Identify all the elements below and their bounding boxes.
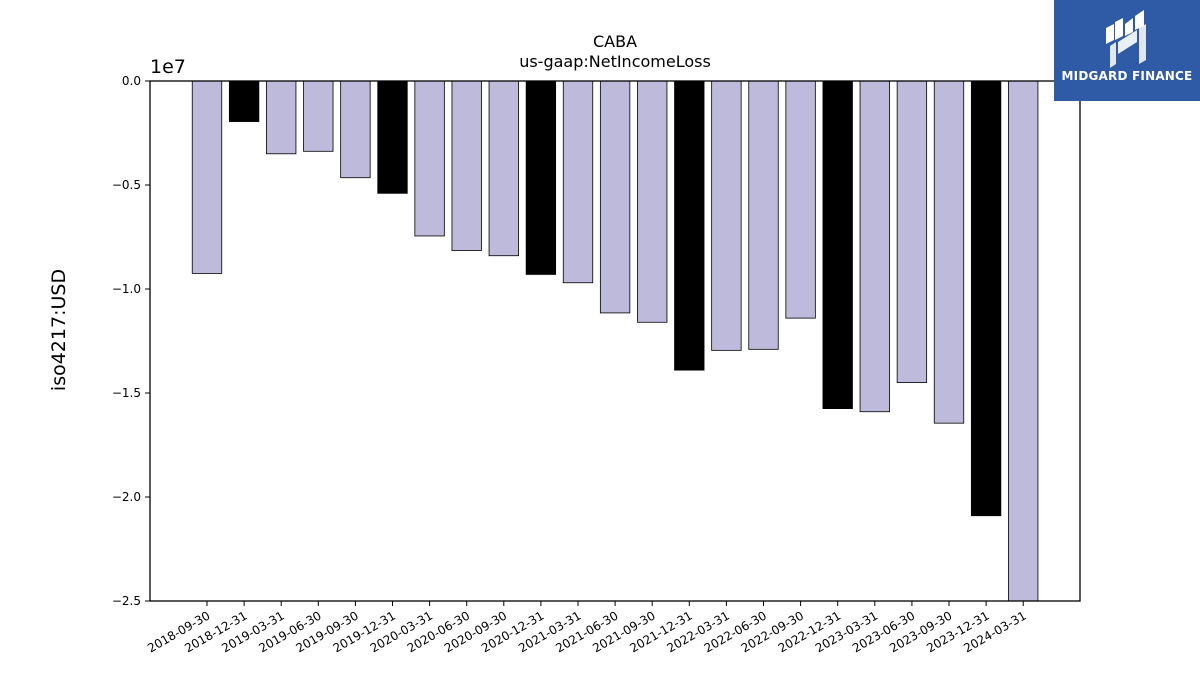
bar-2023-12-31	[970, 80, 1002, 517]
bar-2023-03-31	[859, 80, 890, 413]
bar-2022-03-31	[711, 80, 742, 351]
y-tick-label: −1.0	[112, 282, 141, 296]
y-tick-label: −2.0	[112, 490, 141, 504]
bars-group	[191, 80, 1039, 602]
bar-2021-06-30	[599, 80, 631, 314]
y-axis-label: iso4217:USD	[48, 268, 71, 392]
bar-2023-06-30	[896, 80, 928, 384]
bar-2022-12-31	[822, 80, 853, 410]
chart-title: CABA	[592, 32, 638, 51]
bar-2018-12-31	[228, 80, 260, 122]
bar-2019-12-31	[377, 80, 408, 194]
bar-2020-03-31	[414, 80, 445, 237]
bar-2019-06-30	[303, 80, 334, 152]
bar-2019-03-31	[266, 80, 297, 155]
bar-2020-09-30	[488, 80, 519, 257]
chart-subtitle: us-gaap:NetIncomeLoss	[519, 52, 711, 71]
bar-2021-03-31	[562, 80, 594, 284]
y-tick-label: 0.0	[122, 74, 141, 88]
bar-2021-09-30	[637, 80, 668, 323]
y-tick-label: −1.5	[112, 386, 141, 400]
bar-2018-09-30	[191, 80, 223, 274]
bar-2023-09-30	[933, 80, 965, 424]
bar-2021-12-31	[674, 80, 705, 371]
y-axis: 0.0 −0.5 −1.0 −1.5 −2.0 −2.5	[112, 74, 150, 608]
bar-2019-09-30	[340, 80, 371, 179]
bar-2022-09-30	[785, 80, 816, 319]
bar-2020-12-31	[525, 80, 557, 275]
bar-2020-06-30	[451, 80, 482, 251]
bar-2022-06-30	[748, 80, 779, 350]
bar-2024-03-31	[1008, 80, 1039, 602]
y-tick-label: −0.5	[112, 178, 141, 192]
logo-mark-icon	[1106, 10, 1146, 68]
logo-text: MIDGARD FINANCE	[1061, 69, 1193, 83]
midgard-finance-logo: MIDGARD FINANCE	[1054, 0, 1200, 101]
plot-frame	[149, 80, 1081, 602]
x-axis: 2018-09-302018-12-312019-03-312019-06-30…	[145, 601, 1029, 655]
y-tick-label: −2.5	[112, 594, 141, 608]
y-scale-label: 1e7	[150, 56, 186, 78]
